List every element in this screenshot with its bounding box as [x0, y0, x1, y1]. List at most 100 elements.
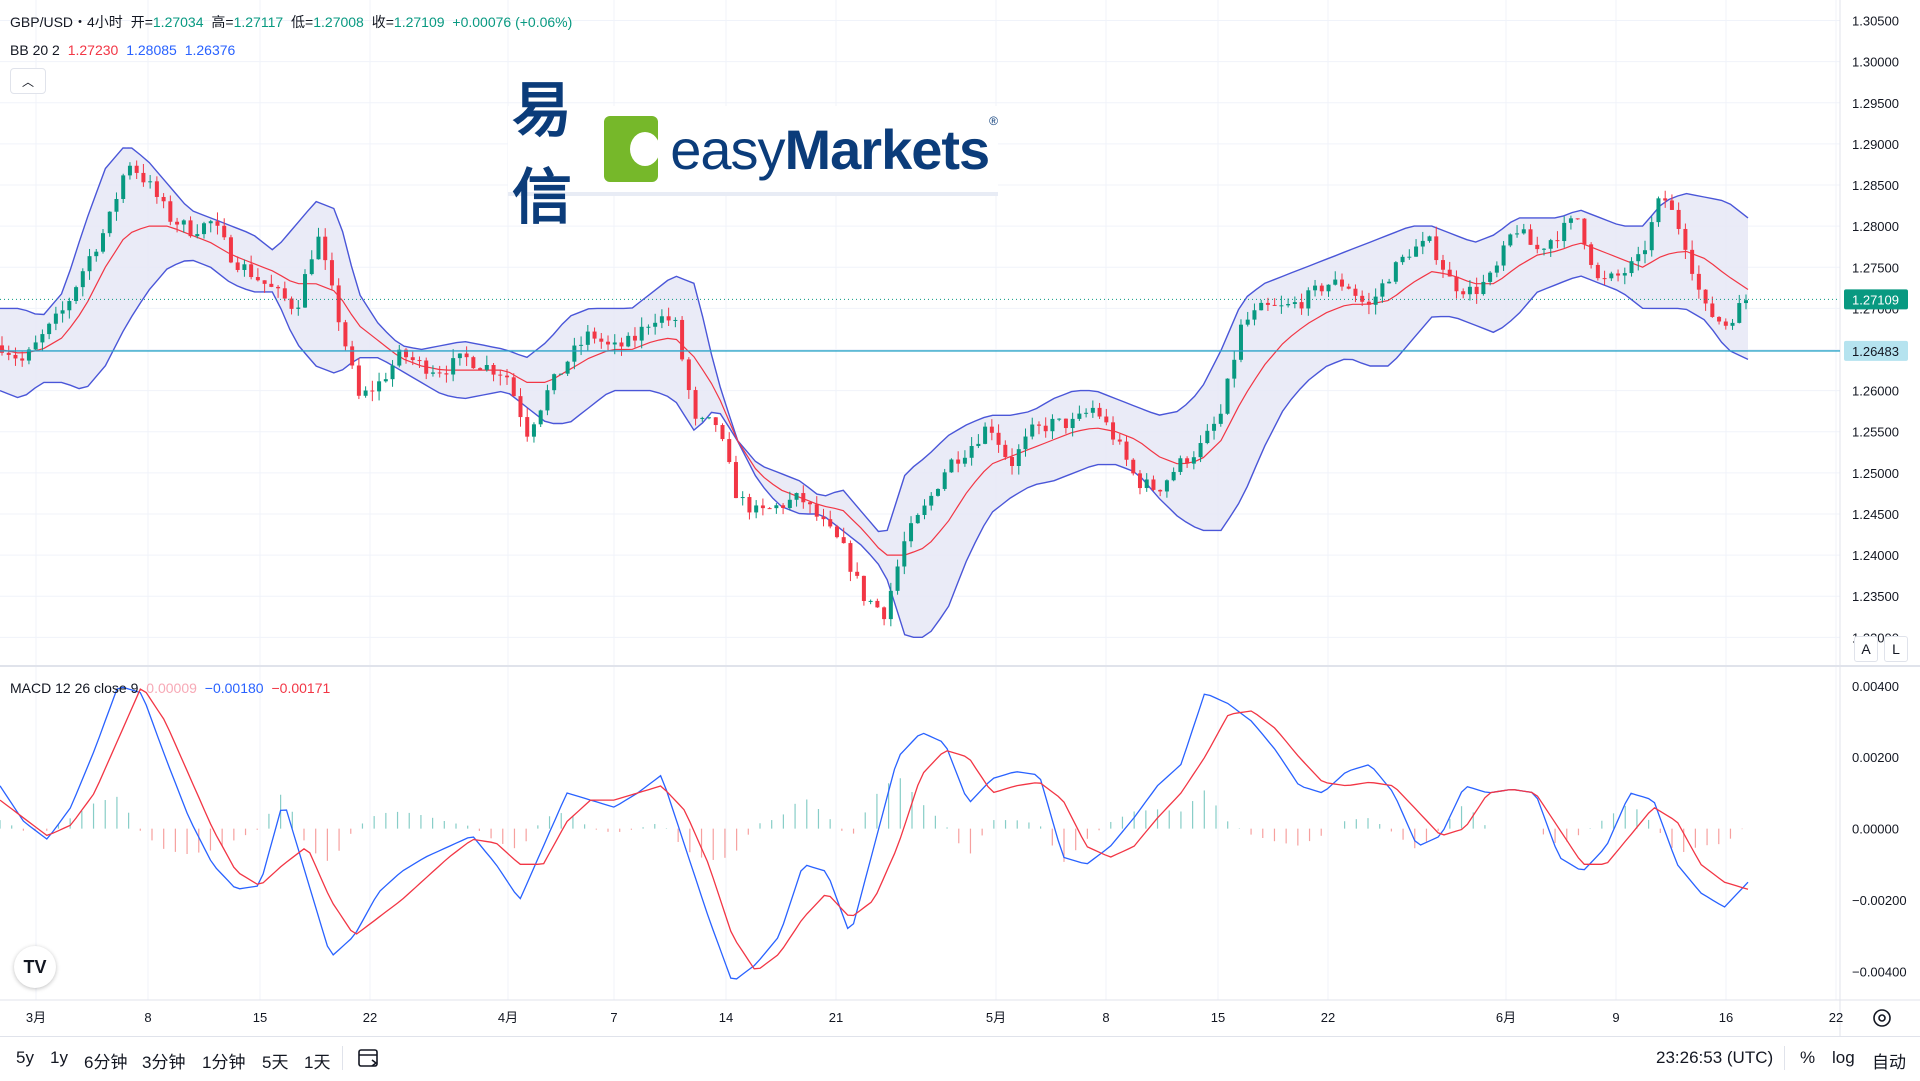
candle-body [922, 505, 927, 515]
candle-body [1137, 473, 1142, 489]
candle-body [1683, 228, 1688, 250]
symbol-legend: GBP/USD・4小时 开=1.27034 高=1.27117 低=1.2700… [10, 12, 576, 32]
candle-body [619, 342, 624, 347]
candle-body [1602, 278, 1607, 280]
candle-body [693, 390, 698, 419]
candle-body [1642, 250, 1647, 255]
bb-upper-value: 1.28085 [126, 42, 177, 58]
log-scale-button[interactable]: L [1884, 636, 1908, 662]
timeframe-button[interactable]: 5y [16, 1048, 34, 1067]
candle-body [269, 283, 274, 287]
bb-legend[interactable]: BB 20 2 1.27230 1.28085 1.26376 [10, 42, 239, 58]
candle-body [572, 345, 577, 362]
candle-body [1164, 480, 1169, 492]
candle-body [1090, 407, 1095, 413]
candle-body [558, 373, 563, 375]
price-tick-label: 1.24000 [1852, 548, 1899, 563]
candle-body [552, 374, 557, 391]
close-label: 收= [371, 14, 394, 30]
candle-body [868, 600, 873, 602]
logo-markets: Markets [784, 117, 990, 181]
candle-body [1407, 256, 1412, 258]
candle-body [1124, 441, 1129, 460]
price-axis[interactable]: 1.30500 1.30000 1.29500 1.29000 1.28500 1.280… [1852, 14, 1899, 646]
timeframe-button[interactable]: 3分钟 [142, 1053, 186, 1072]
candle-body [1555, 240, 1560, 242]
candle-body [121, 175, 126, 199]
candle-body [249, 264, 254, 278]
candle-body [1077, 413, 1082, 419]
macd-value: −0.00180 [204, 680, 264, 696]
timeframe-button[interactable]: 6分钟 [84, 1053, 128, 1072]
candle-body [505, 375, 510, 378]
candle-body [579, 344, 584, 346]
clock-readout[interactable]: 23:26:53 (UTC) [1656, 1048, 1774, 1067]
bollinger-band-lines [0, 147, 1749, 638]
auto-scale-button[interactable]: A [1854, 636, 1878, 662]
candle-body [713, 417, 718, 426]
price-tick-label: 1.25500 [1852, 425, 1899, 440]
candle-body [1178, 458, 1183, 472]
price-tick-label: 1.28000 [1852, 219, 1899, 234]
macd-legend[interactable]: MACD 12 26 close 9 0.00009 −0.00180 −0.0… [10, 680, 334, 696]
candle-body [1286, 304, 1291, 306]
candle-body [1582, 218, 1587, 245]
candle-body [1238, 324, 1243, 360]
auto-scale-toggle[interactable]: 自动 [1872, 1053, 1906, 1072]
candle-body [1218, 413, 1223, 424]
candle-body [40, 334, 45, 343]
percent-scale-toggle[interactable]: % [1800, 1048, 1816, 1067]
candle-body [1656, 198, 1661, 223]
candle-body [1232, 359, 1237, 379]
candle-body [1198, 443, 1203, 458]
candle-body [154, 181, 159, 197]
timeframe-button[interactable]: 1分钟 [202, 1053, 246, 1072]
candle-body [733, 462, 738, 499]
timeframe-button[interactable]: 5天 [262, 1053, 289, 1072]
candle-body [848, 543, 853, 572]
candle-body [626, 335, 631, 347]
candle-body [895, 566, 900, 591]
candle-body [181, 220, 186, 225]
price-tick-label: 1.23500 [1852, 589, 1899, 604]
candle-body [404, 349, 409, 358]
candle-body [875, 600, 880, 608]
tradingview-logo-icon[interactable]: TV [14, 946, 56, 988]
candle-body [861, 575, 866, 601]
candle-body [94, 251, 99, 257]
time-axis[interactable]: 3月 8 15 22 4月 7 14 21 5月 8 15 22 6月 9 16 22 [26, 1010, 1843, 1025]
timeframe-button[interactable]: 1y [50, 1048, 68, 1067]
candle-body [410, 357, 415, 361]
collapse-legend-button[interactable]: ︿ [10, 68, 46, 94]
candle-body [1299, 302, 1304, 309]
timeframe-button[interactable]: 1天 [304, 1053, 331, 1072]
candle-body [289, 298, 294, 309]
date-range-calendar-icon[interactable] [356, 1046, 382, 1070]
change-value: +0.00076 (+0.06%) [452, 14, 573, 30]
symbol-title[interactable]: GBP/USD・4小时 [10, 14, 123, 30]
candle-body [1420, 240, 1425, 247]
low-value: 1.27008 [313, 14, 364, 30]
open-value: 1.27034 [152, 14, 204, 30]
bollinger-band-fill [0, 147, 1748, 638]
overlays: 1.27109 1.26483 [0, 289, 1908, 361]
logo-chinese-text: 易信 [512, 76, 574, 233]
price-tick-label: 1.29500 [1852, 96, 1899, 111]
candle-body [754, 505, 759, 513]
candle-body [202, 223, 207, 235]
candle-body [457, 353, 462, 359]
candle-body [1595, 264, 1600, 279]
candle-body [491, 364, 496, 375]
candle-body [1252, 310, 1257, 320]
macd-axis[interactable]: 0.00400 0.00200 0.00000 −0.00200 −0.00400 [1852, 679, 1907, 980]
candle-body [1461, 291, 1466, 295]
logo-easy: easy [670, 117, 785, 181]
candle-body [814, 504, 819, 517]
candle-body [215, 221, 220, 226]
settings-gear-icon[interactable] [1870, 1006, 1894, 1030]
time-tick-label: 4月 [498, 1010, 518, 1025]
candle-body [1043, 425, 1048, 432]
log-scale-toggle[interactable]: log [1832, 1048, 1855, 1067]
candle-body [13, 354, 18, 359]
